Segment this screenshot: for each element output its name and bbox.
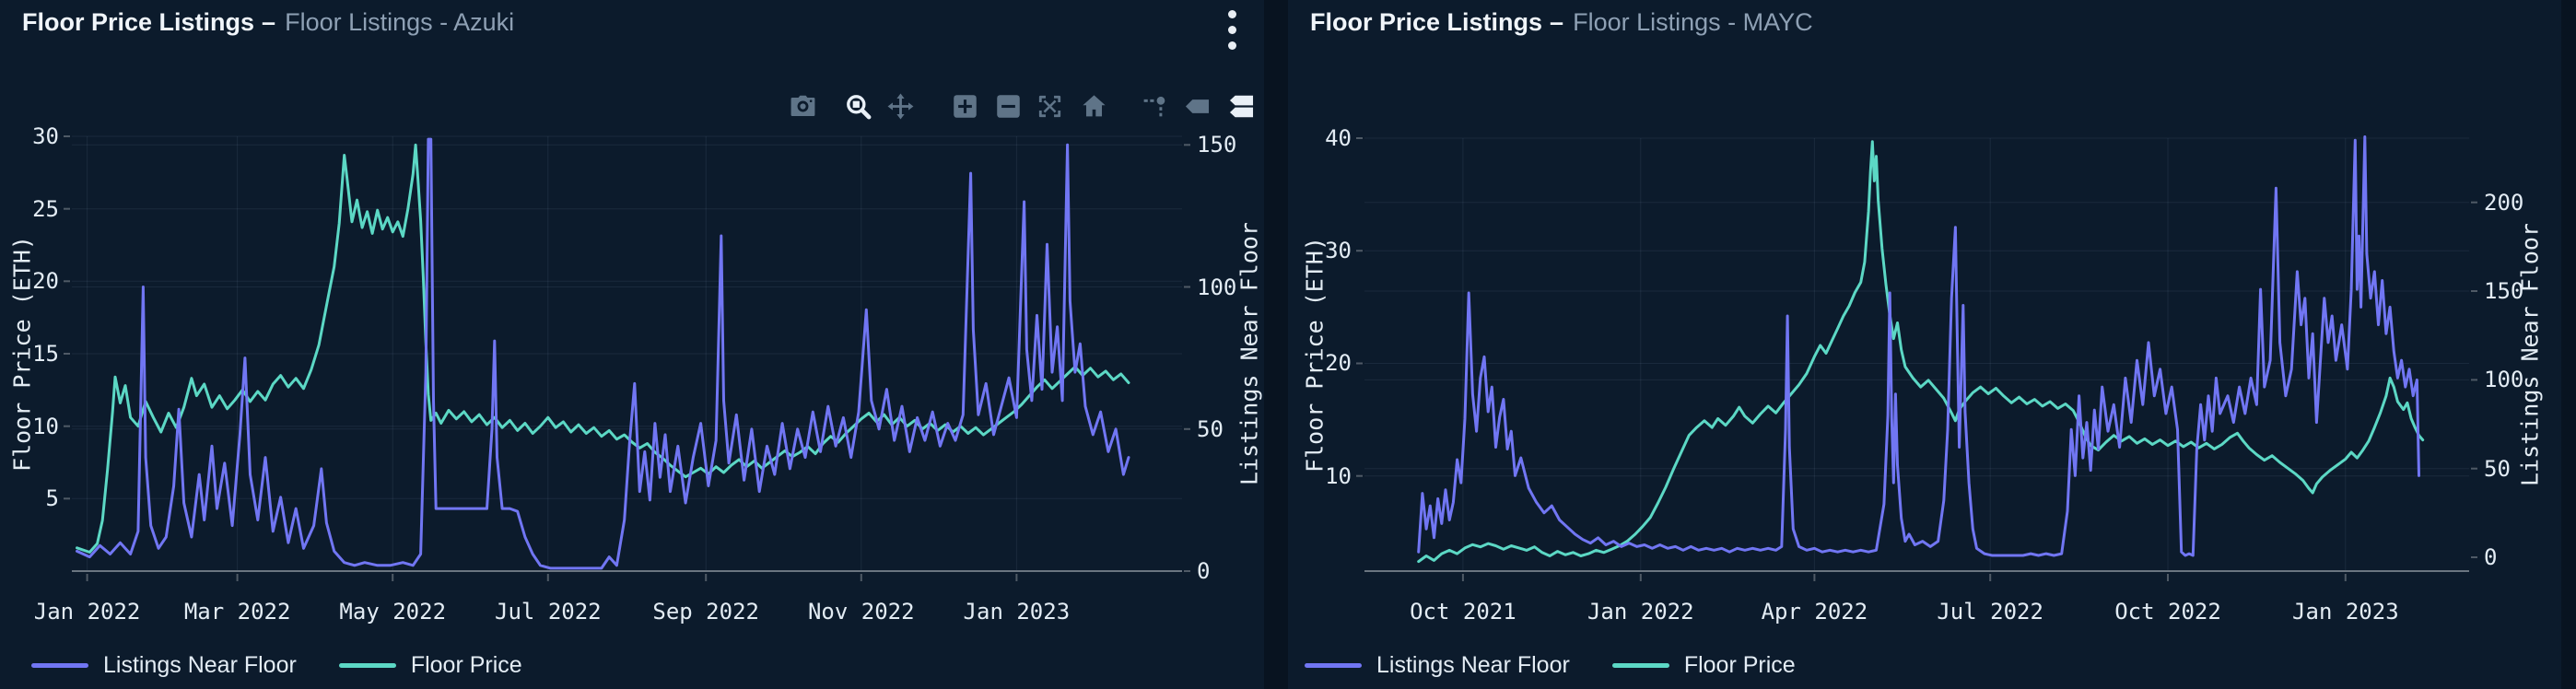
home-icon	[1082, 94, 1106, 116]
more-options-icon[interactable]	[1220, 2, 1244, 57]
x-axis-tick-label: Apr 2022	[1761, 599, 1868, 625]
x-axis-tick-label: Nov 2022	[807, 599, 915, 625]
modebar-hover-closest-button[interactable]	[1179, 87, 1214, 125]
y-axis-right-tick-label: 100	[2484, 367, 2524, 393]
legend-line-swatch	[1611, 662, 1669, 668]
y-axis-right-tick-label: 50	[1197, 415, 1224, 442]
legend-line-swatch	[1305, 662, 1362, 668]
chart-title: Floor Price Listings	[22, 8, 255, 36]
x-axis-tick-label: Jul 2022	[1937, 599, 2043, 625]
gridlines	[1364, 137, 2469, 571]
y-axis-right-title: Listings Near Floor	[2516, 223, 2544, 486]
legend-item[interactable]: Listings Near Floor	[1305, 652, 1570, 679]
legend-line-swatch	[338, 662, 396, 668]
modebar-zoom-in-button[interactable]	[947, 87, 982, 125]
y-axis-right-tick-label: 50	[2484, 455, 2511, 482]
y-axis-right-tick-label: 0	[1197, 558, 1211, 584]
modebar-zoom-out-button[interactable]	[990, 87, 1025, 125]
modebar-autoscale-button[interactable]	[1032, 87, 1067, 125]
modebar-camera-button[interactable]	[785, 87, 820, 125]
y-axis-left-tick-label: 5	[45, 485, 59, 512]
legend-line-swatch	[31, 662, 88, 668]
y-axis-left-tick-label: 30	[32, 123, 59, 149]
chart-panel-azuki: Floor Price Listings – Floor Listings - Az…	[0, 0, 1264, 689]
plot-area-mayc[interactable]: 10 20 30 40 0 50 100 150 200 Oct 2021 Jan 2022 Apr …	[1288, 0, 2561, 689]
series-line-listings-near-floor[interactable]	[76, 137, 1130, 570]
modebar-home-button[interactable]	[1076, 87, 1111, 125]
tick-marks	[64, 135, 1190, 581]
x-axis-tick-label: Oct 2022	[2114, 599, 2221, 625]
legend-item[interactable]: Listings Near Floor	[31, 652, 297, 679]
legend-label: Floor Price	[410, 651, 522, 678]
chart-subtitle: Floor Listings - Azuki	[285, 8, 515, 36]
zoom-icon	[846, 94, 871, 119]
legend: Listings Near Floor Floor Price	[1305, 647, 1796, 683]
pan-icon	[887, 93, 913, 119]
zoom-out-icon	[996, 94, 1020, 118]
y-axis-left-tick-label: 40	[1325, 125, 1352, 151]
y-axis-left-tick-label: 25	[32, 195, 59, 222]
modebar-pan-button[interactable]	[883, 87, 918, 125]
legend-item[interactable]: Floor Price	[338, 651, 522, 679]
legend: Listings Near Floor Floor Price	[31, 647, 522, 683]
title-separator: –	[1550, 8, 1564, 36]
y-axis-left-tick-label: 20	[1325, 350, 1352, 377]
chart-subtitle: Floor Listings - MAYC	[1573, 8, 1813, 36]
y-axis-left-tick-label: 10	[32, 413, 59, 439]
title-separator: –	[262, 8, 276, 36]
plotly-modebar	[0, 87, 1264, 127]
chart-canvas-mayc	[1356, 135, 2477, 581]
hover-closest-icon	[1185, 99, 1209, 113]
y-axis-right-tick-label: 150	[2484, 278, 2524, 305]
camera-icon	[790, 95, 814, 116]
y-axis-left-title: Floor Price (ETH)	[8, 236, 36, 472]
tick-marks	[1356, 137, 2477, 581]
x-axis-tick-label: Jan 2022	[1587, 599, 1694, 625]
x-axis-tick-label: May 2022	[339, 599, 447, 625]
plot-area-azuki[interactable]: 5 10 15 20 25 30 0 50 100 150 Jan 2022 Mar 2022 May …	[0, 0, 1264, 689]
legend-label: Floor Price	[1683, 651, 1796, 678]
spikelines-icon	[1143, 96, 1165, 116]
y-axis-left-title: Floor Price (ETH)	[1301, 237, 1329, 473]
autoscale-icon	[1038, 95, 1060, 117]
legend-item[interactable]: Floor Price	[1611, 651, 1796, 679]
chart-canvas-azuki	[64, 135, 1190, 581]
hover-compare-icon	[1229, 95, 1253, 117]
y-axis-right-tick-label: 100	[1197, 274, 1237, 300]
x-axis-tick-label: Jul 2022	[495, 599, 602, 625]
x-axis-tick-label: Jan 2022	[33, 599, 141, 625]
series-line-floor-price[interactable]	[1417, 140, 2425, 564]
x-axis-tick-label: Oct 2021	[1410, 599, 1516, 625]
modebar-spikelines-button[interactable]	[1137, 87, 1172, 125]
chart-title: Floor Price Listings	[1310, 8, 1543, 36]
y-axis-left-tick-label: 10	[1325, 462, 1352, 489]
modebar-hover-compare-button[interactable]	[1224, 87, 1259, 125]
gridlines	[72, 135, 1182, 571]
x-axis-tick-label: Jan 2023	[963, 599, 1071, 625]
legend-label: Listings Near Floor	[1376, 651, 1570, 678]
zoom-in-icon	[953, 94, 977, 118]
modebar-zoom-button[interactable]	[840, 87, 875, 125]
panel-header: Floor Price Listings – Floor Listings - Az…	[22, 6, 514, 38]
x-axis-tick-label: Sep 2022	[652, 599, 759, 625]
y-axis-left-tick-label: 30	[1325, 238, 1352, 264]
y-axis-left-tick-label: 15	[32, 341, 59, 367]
x-axis-tick-label: Jan 2023	[2292, 599, 2399, 625]
y-axis-right-tick-label: 0	[2484, 543, 2498, 570]
y-axis-right-tick-label: 150	[1197, 132, 1237, 158]
panel-header: Floor Price Listings – Floor Listings - MA…	[1310, 6, 1813, 38]
x-axis-tick-label: Mar 2022	[183, 599, 291, 625]
y-axis-left-tick-label: 20	[32, 268, 59, 295]
y-axis-right-tick-label: 200	[2484, 189, 2524, 216]
series-line-listings-near-floor[interactable]	[1417, 135, 2420, 557]
chart-panel-mayc: Floor Price Listings – Floor Listings - MA…	[1288, 0, 2561, 689]
y-axis-right-title: Listings Near Floor	[1235, 222, 1263, 485]
legend-label: Listings Near Floor	[103, 651, 297, 678]
